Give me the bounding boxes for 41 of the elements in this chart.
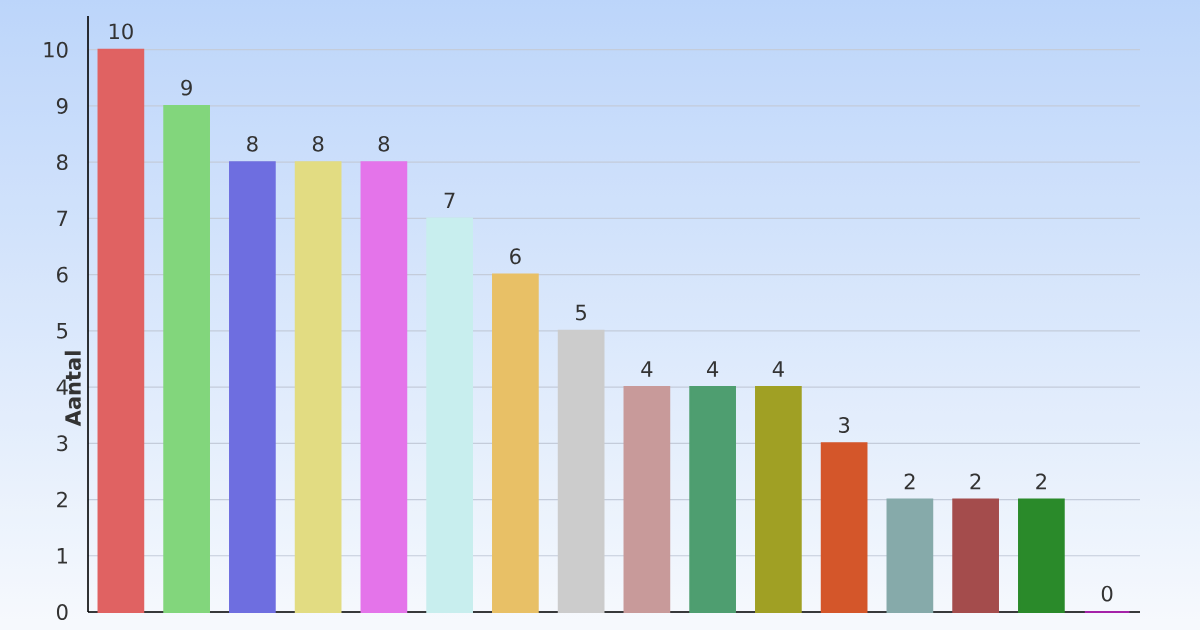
bar [294, 161, 342, 613]
bar [623, 386, 671, 613]
bar [755, 386, 802, 613]
data-label: 7 [444, 192, 455, 208]
bar [689, 386, 736, 613]
bar [886, 498, 934, 613]
data-label: 8 [247, 135, 258, 152]
y-tick-label: 10 [44, 41, 68, 58]
data-label: 4 [641, 361, 653, 377]
data-label: 6 [510, 248, 521, 265]
data-label: 0 [1101, 585, 1113, 602]
data-label: 10 [109, 23, 133, 40]
y-tick-label: 6 [57, 266, 68, 283]
data-label: 2 [904, 473, 915, 490]
data-label: 8 [312, 135, 324, 152]
bar [163, 104, 210, 613]
bar [360, 161, 408, 613]
y-tick-label: 0 [56, 604, 68, 620]
data-label: 3 [839, 417, 850, 433]
y-tick-label: 9 [56, 98, 68, 114]
data-label: 2 [1036, 473, 1046, 490]
y-tick-label: 2 [57, 491, 67, 508]
bar [492, 273, 539, 613]
bar [229, 161, 276, 613]
y-tick-label: 3 [57, 435, 68, 452]
data-label: 5 [576, 304, 586, 321]
bar [557, 329, 605, 613]
bar [97, 48, 145, 613]
y-tick-label: 1 [57, 548, 67, 564]
data-label: 2 [970, 473, 981, 490]
data-label: 4 [772, 361, 784, 377]
y-tick-label: 5 [57, 323, 68, 339]
y-tick-label: 7 [57, 210, 68, 227]
y-tick-label: 8 [56, 154, 68, 171]
data-label: 8 [378, 135, 390, 152]
data-label: 4 [706, 361, 719, 377]
bar [426, 217, 473, 613]
bar [820, 442, 868, 613]
data-label: 9 [181, 79, 192, 96]
bar [952, 498, 999, 613]
bar [1018, 498, 1065, 613]
